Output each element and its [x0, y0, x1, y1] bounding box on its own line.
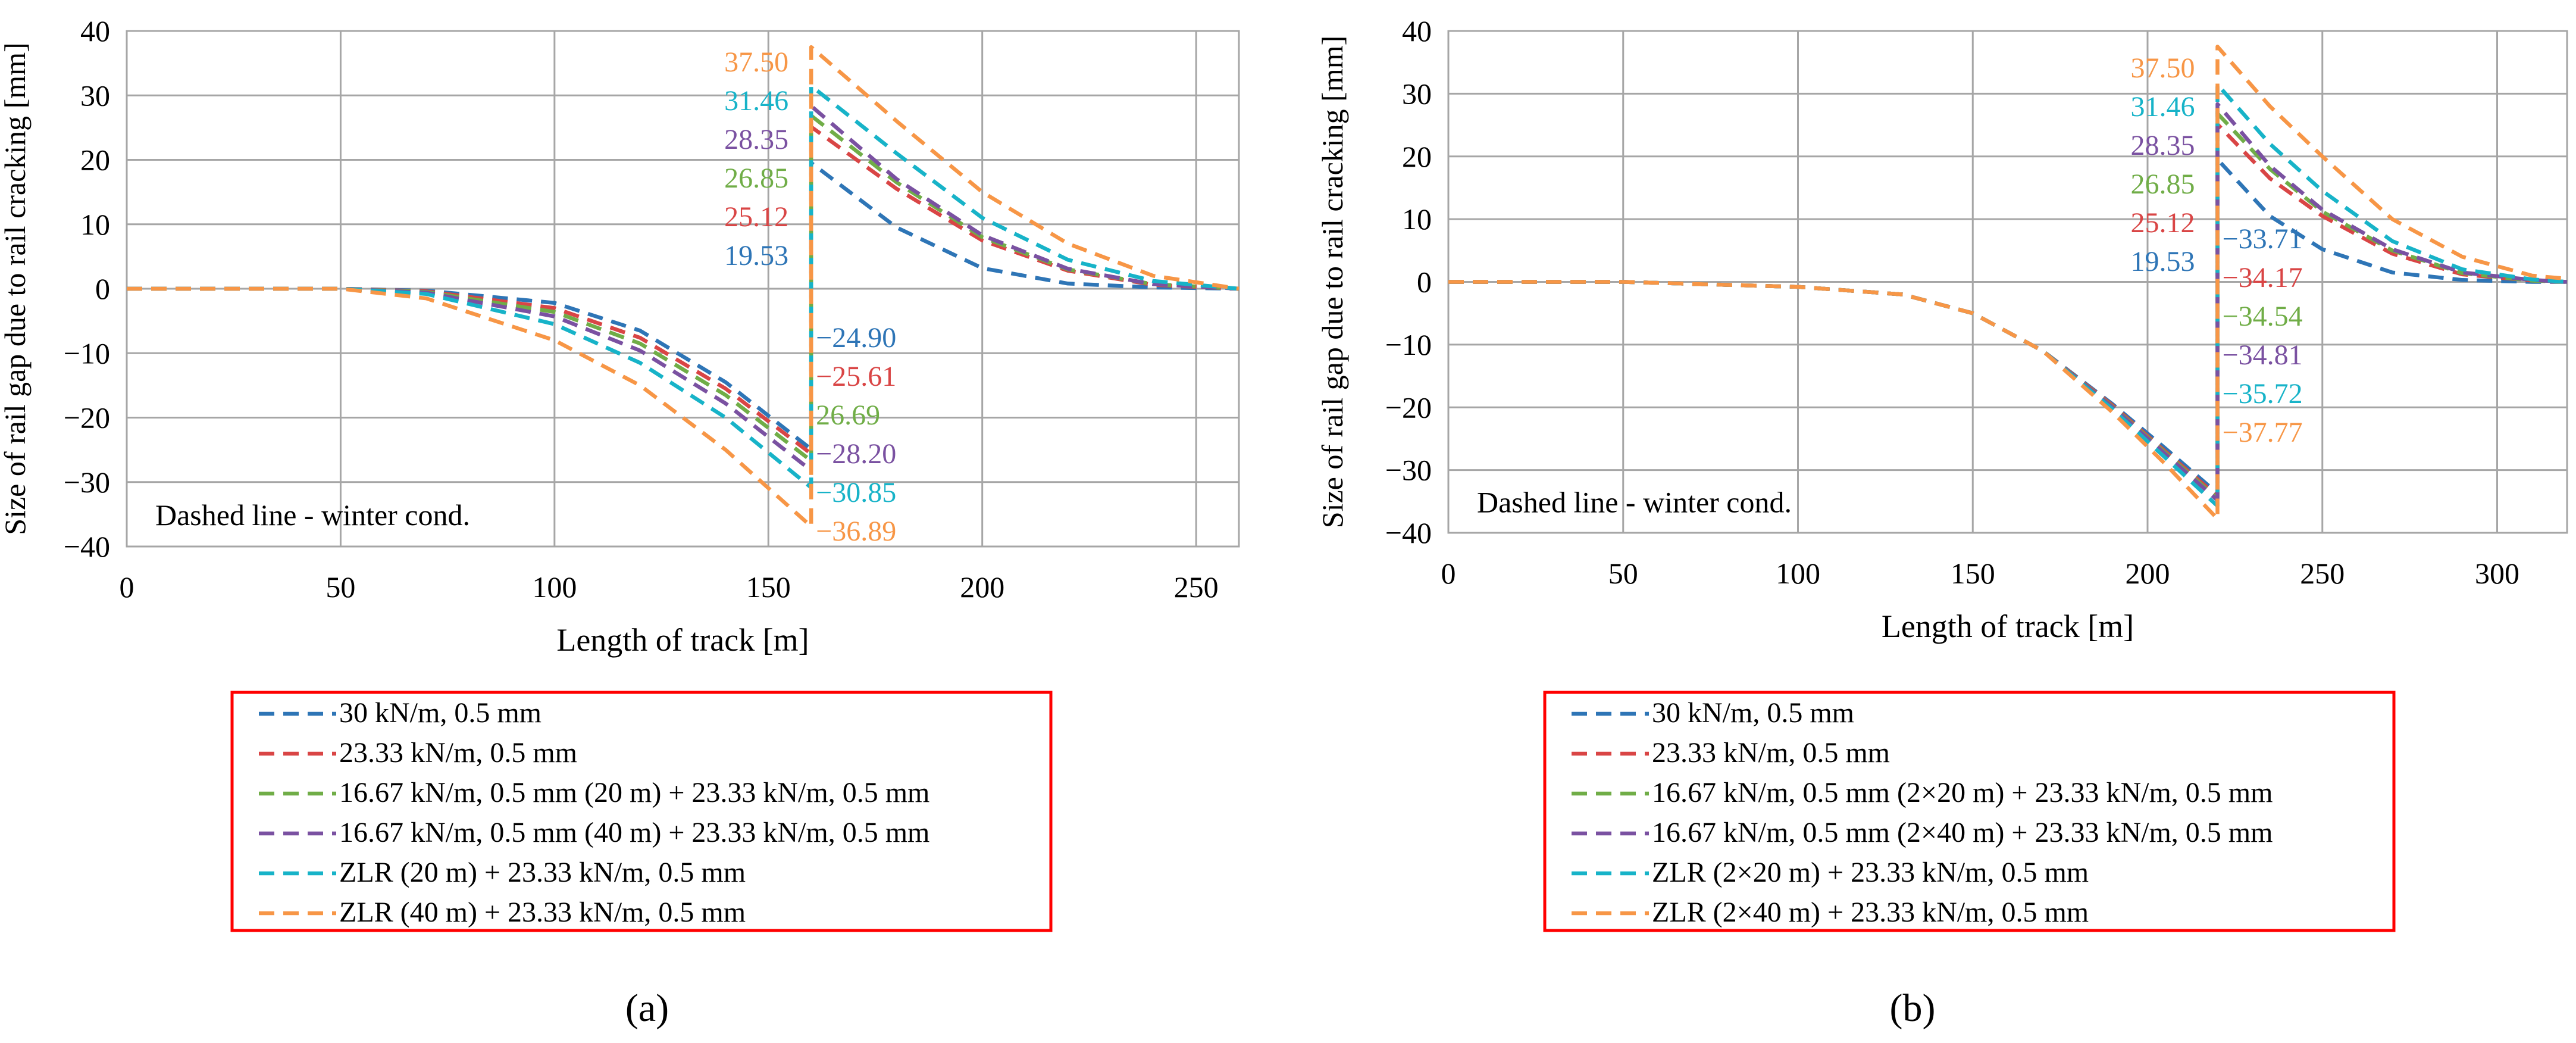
- y-tick-label: 40: [80, 14, 110, 48]
- trough-value-label: −34.81: [2223, 339, 2303, 371]
- x-tick-label: 150: [1951, 557, 1995, 590]
- y-tick-label: 10: [1402, 202, 1432, 236]
- legend-box: [230, 691, 1053, 932]
- x-tick-label: 100: [1776, 557, 1820, 590]
- legend-entry-label: 16.67 kN/m, 0.5 mm (2×20 m) + 23.33 kN/m…: [1652, 777, 2273, 808]
- peak-value-label: 19.53: [724, 240, 788, 271]
- legend-entry-label: 30 kN/m, 0.5 mm: [339, 697, 542, 729]
- legend-entry-label: 23.33 kN/m, 0.5 mm: [339, 737, 577, 769]
- y-tick-label: −20: [1385, 391, 1432, 424]
- legend-entry-label: 16.67 kN/m, 0.5 mm (40 m) + 23.33 kN/m, …: [339, 817, 929, 848]
- series-line-5: [1448, 82, 2568, 508]
- trough-value-label: −36.89: [816, 516, 896, 547]
- trough-value-label: −28.20: [816, 438, 896, 470]
- x-tick-label: 300: [2475, 557, 2519, 590]
- legend-entry-label: ZLR (2×40 m) + 23.33 kN/m, 0.5 mm: [1652, 897, 2089, 928]
- x-axis-title: Length of track [m]: [556, 622, 809, 658]
- peak-value-label: 26.85: [724, 163, 788, 194]
- y-tick-label: 0: [95, 272, 110, 305]
- chart-panel-b: −40 −30 −20 −10 0 10 20 30 40 0 50 100 150 200 250 300 L…: [1288, 0, 2575, 1043]
- legend-entry-label: ZLR (20 m) + 23.33 kN/m, 0.5 mm: [339, 857, 746, 888]
- x-tick-label: 100: [532, 570, 577, 604]
- legend-entry-label: 30 kN/m, 0.5 mm: [1652, 697, 1854, 729]
- y-tick-label: 40: [1402, 14, 1432, 48]
- trough-value-label: −35.72: [2223, 378, 2303, 410]
- x-tick-label: 250: [2300, 557, 2345, 590]
- y-tick-label: 10: [80, 208, 110, 241]
- trough-value-label: 26.69: [816, 399, 880, 431]
- x-tick-label: 50: [1608, 557, 1638, 590]
- y-tick-label: −30: [64, 466, 110, 499]
- trough-value-label: −33.71: [2223, 223, 2303, 255]
- y-tick-label: −30: [1385, 454, 1432, 487]
- legend: 30 kN/m, 0.5 mm 23.33 kN/m, 0.5 mm 16.67 k…: [1543, 691, 2396, 932]
- chart-svg-b: −40 −30 −20 −10 0 10 20 30 40 0 50 100 150 200 250 300 L…: [1316, 14, 2568, 1030]
- trough-value-label: −34.17: [2223, 262, 2303, 293]
- legend-entry-label: 16.67 kN/m, 0.5 mm (2×40 m) + 23.33 kN/m…: [1652, 817, 2273, 848]
- peak-value-label: 26.85: [2131, 168, 2195, 200]
- legend-entry-label: 23.33 kN/m, 0.5 mm: [1652, 737, 1890, 769]
- peak-value-label: 28.35: [2131, 130, 2195, 161]
- series-line-2: [1448, 122, 2568, 498]
- panel-label: (b): [1890, 986, 1936, 1030]
- legend-entry-label: ZLR (2×20 m) + 23.33 kN/m, 0.5 mm: [1652, 857, 2089, 888]
- x-tick-label: 200: [2126, 557, 2170, 590]
- x-axis-title: Length of track [m]: [1882, 608, 2134, 644]
- trough-value-label: −30.85: [816, 477, 896, 508]
- chart-svg-a: −40 −30 −20 −10 0 10 20 30 40 0 50 100 150 200 250 Leng…: [0, 14, 1240, 1030]
- trough-value-label: −34.54: [2223, 301, 2303, 332]
- y-tick-label: −40: [1385, 516, 1432, 549]
- peak-value-label: 25.12: [724, 201, 788, 233]
- y-tick-label: −10: [1385, 328, 1432, 361]
- legend-box: [1543, 691, 2396, 932]
- y-axis-title: Size of rail gap due to rail cracking [m…: [1316, 36, 1349, 528]
- series-line-6: [127, 45, 1240, 529]
- peak-value-label: 37.50: [724, 46, 788, 78]
- series-line-2: [127, 124, 1240, 456]
- peak-value-label: 31.46: [724, 85, 788, 117]
- legend-entry-label: 16.67 kN/m, 0.5 mm (20 m) + 23.33 kN/m, …: [339, 777, 929, 808]
- y-tick-label: −40: [64, 530, 110, 563]
- winter-condition-note: Dashed line - winter cond.: [155, 498, 470, 532]
- peak-value-label: 28.35: [724, 124, 788, 155]
- legend-entry-label: ZLR (40 m) + 23.33 kN/m, 0.5 mm: [339, 897, 746, 928]
- y-tick-label: −10: [64, 336, 110, 370]
- series-line-1: [1448, 157, 2567, 495]
- y-axis-title: Size of rail gap due to rail cracking [m…: [0, 42, 32, 535]
- y-tick-label: 30: [1402, 77, 1432, 110]
- series-line-4: [1448, 102, 2568, 502]
- y-tick-label: 20: [1402, 140, 1432, 173]
- trough-value-label: −25.61: [816, 361, 896, 392]
- peak-value-label: 25.12: [2131, 207, 2195, 239]
- peak-value-label: 37.50: [2131, 52, 2195, 84]
- chart-panel-a: −40 −30 −20 −10 0 10 20 30 40 0 50 100 150 200 250 Leng…: [0, 14, 1240, 1030]
- legend: 30 kN/m, 0.5 mm 23.33 kN/m, 0.5 mm 16.67 k…: [230, 691, 1053, 932]
- y-tick-label: −20: [64, 401, 110, 435]
- x-tick-label: 0: [120, 570, 134, 604]
- y-tick-label: 0: [1417, 266, 1432, 299]
- peak-value-label: 19.53: [2131, 246, 2195, 277]
- trough-value-label: −37.77: [2223, 417, 2303, 448]
- y-tick-label: 30: [80, 79, 110, 112]
- peak-value-label: 31.46: [2131, 91, 2195, 123]
- winter-condition-note: Dashed line - winter cond.: [1477, 485, 1792, 519]
- series-line-3: [1448, 111, 2568, 501]
- series-line-1: [127, 161, 1240, 451]
- y-tick-label: 20: [80, 143, 110, 177]
- trough-value-label: −24.90: [816, 322, 896, 354]
- x-tick-label: 200: [960, 570, 1004, 604]
- x-tick-label: 50: [325, 570, 355, 604]
- panel-label: (a): [625, 986, 669, 1030]
- x-tick-label: 150: [746, 570, 791, 604]
- x-tick-label: 250: [1174, 570, 1219, 604]
- series-line-6: [1448, 45, 2568, 521]
- series-line-5: [127, 84, 1240, 490]
- x-tick-label: 0: [1441, 557, 1456, 590]
